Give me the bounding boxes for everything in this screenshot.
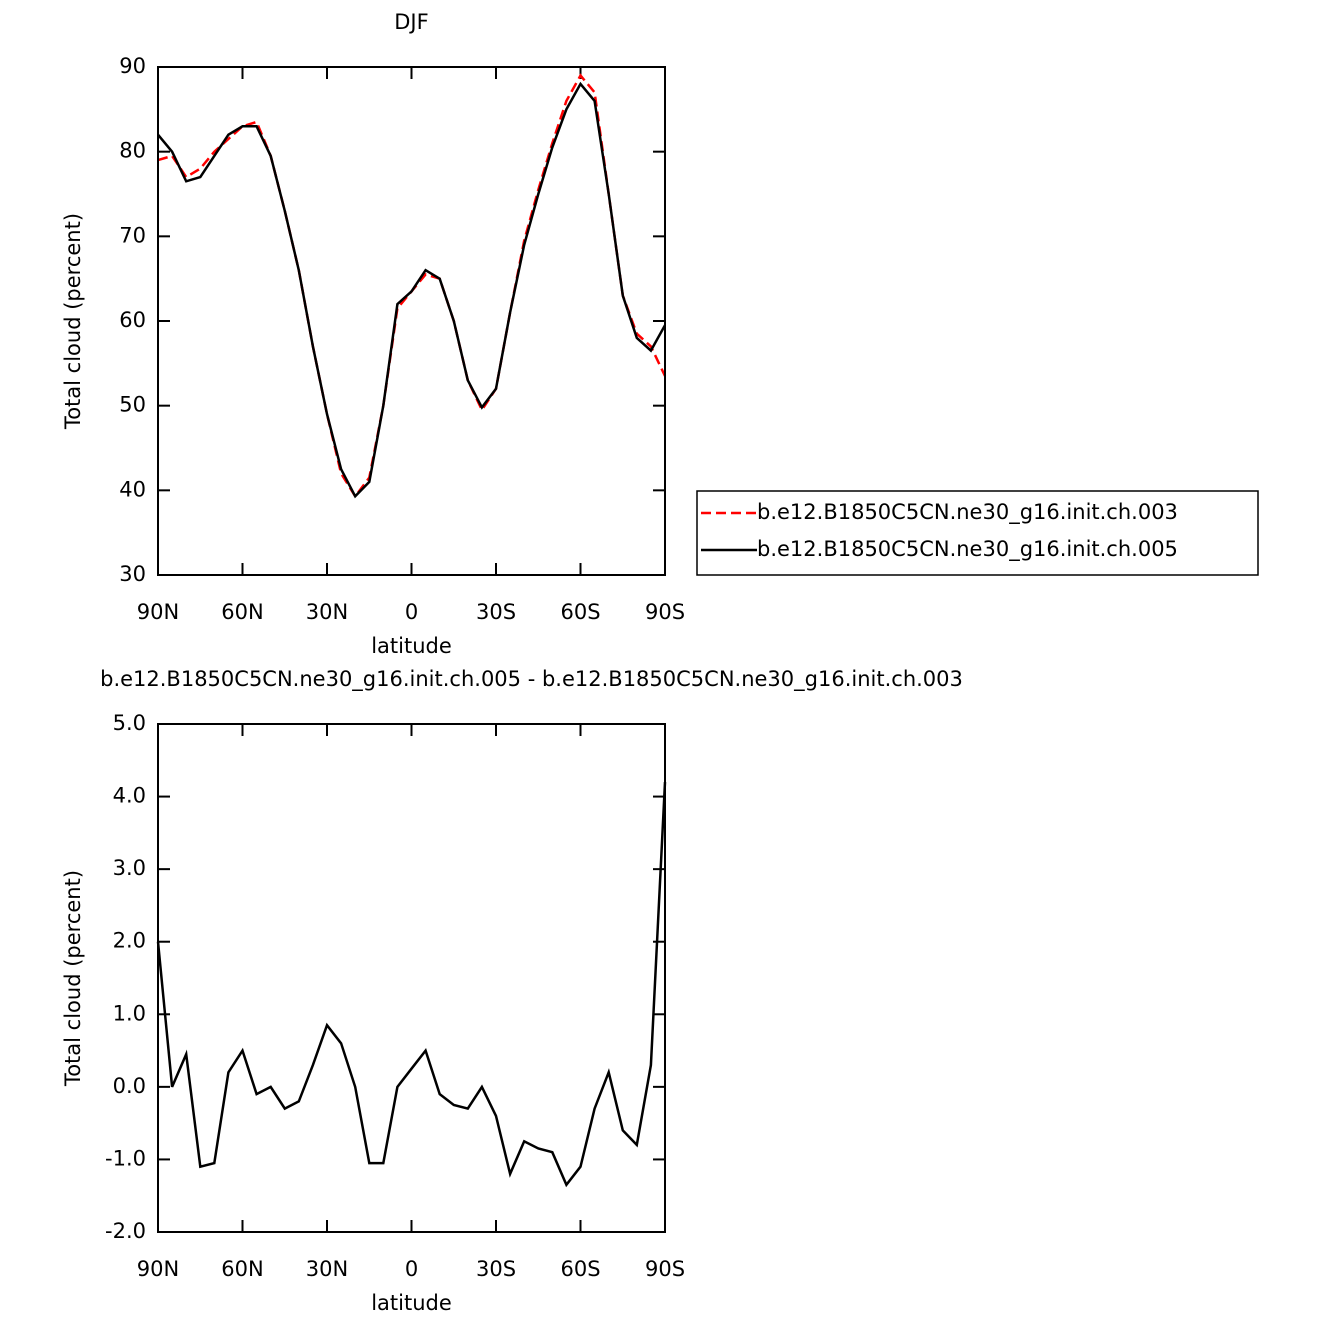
y-tick-label: 3.0	[113, 856, 146, 880]
x-tick-label: 30N	[306, 1257, 348, 1281]
legend-label: b.e12.B1850C5CN.ne30_g16.init.ch.003	[757, 500, 1178, 525]
x-tick-label: 0	[405, 600, 418, 624]
y-tick-label: 2.0	[113, 929, 146, 953]
x-tick-label: 90S	[645, 600, 685, 624]
y-tick-label: 4.0	[113, 784, 146, 808]
plot-frame	[157, 723, 666, 1233]
y-tick-label: 60	[119, 308, 146, 332]
x-tick-label: 60N	[221, 600, 263, 624]
x-axis-label: latitude	[371, 1291, 452, 1315]
x-tick-label: 90N	[137, 1257, 179, 1281]
y-axis-label: Total cloud (percent)	[61, 213, 85, 430]
y-tick-label: 70	[119, 223, 146, 247]
y-tick-label: 40	[119, 477, 146, 501]
x-tick-label: 0	[405, 1257, 418, 1281]
chart-title: DJF	[394, 10, 428, 34]
x-tick-label: 90N	[137, 600, 179, 624]
y-tick-label: 30	[119, 562, 146, 586]
x-tick-label: 30S	[476, 600, 516, 624]
y-tick-label: 90	[119, 54, 146, 78]
x-tick-label: 90S	[645, 1257, 685, 1281]
legend-label: b.e12.B1850C5CN.ne30_g16.init.ch.005	[757, 537, 1178, 562]
y-tick-label: 0.0	[113, 1074, 146, 1098]
data-line	[156, 782, 667, 1188]
y-tick-label: -2.0	[105, 1219, 146, 1243]
data-line	[157, 81, 667, 499]
y-axis-label: Total cloud (percent)	[61, 870, 85, 1087]
x-tick-label: 60N	[221, 1257, 263, 1281]
x-axis-label: latitude	[371, 634, 452, 658]
data-line	[157, 73, 667, 499]
plot-frame	[157, 66, 666, 576]
y-tick-label: 5.0	[113, 711, 146, 735]
x-tick-label: 60S	[560, 1257, 600, 1281]
y-tick-label: 50	[119, 393, 146, 417]
x-tick-label: 60S	[560, 600, 600, 624]
y-tick-label: -1.0	[105, 1146, 146, 1170]
x-tick-label: 30N	[306, 600, 348, 624]
chart-title: b.e12.B1850C5CN.ne30_g16.init.ch.005 - b…	[100, 667, 963, 692]
y-tick-label: 1.0	[113, 1001, 146, 1025]
legend-box	[696, 490, 1259, 576]
y-tick-label: 80	[119, 139, 146, 163]
x-tick-label: 30S	[476, 1257, 516, 1281]
